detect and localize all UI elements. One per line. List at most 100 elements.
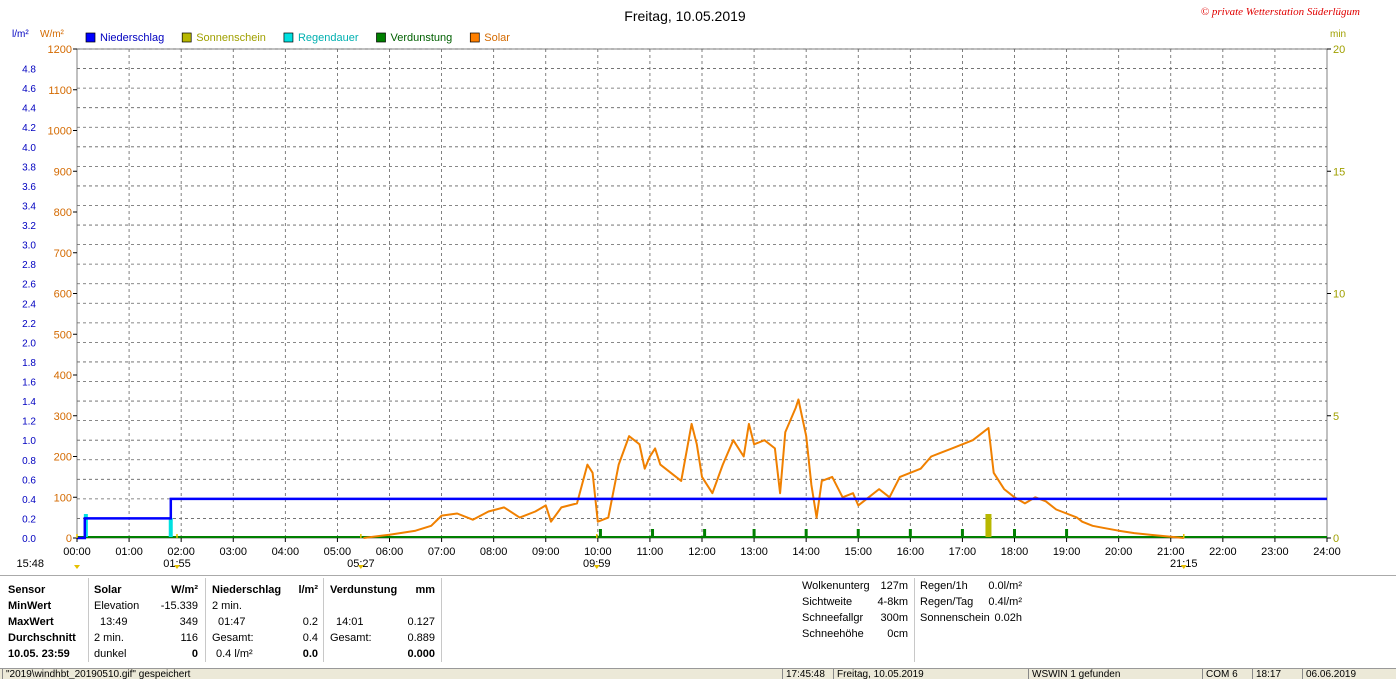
status-device: WSWIN 1 gefunden: [1028, 669, 1202, 679]
solar-row-label: Elevation: [94, 600, 140, 612]
y-solar-tick-label: 300: [54, 411, 72, 423]
evaporation-bar: [703, 529, 707, 537]
unit-precip-label: l/m²: [12, 29, 29, 40]
status-file: "2019\windhbt_20190510.gif" gespeichert: [2, 669, 766, 679]
legend-swatch: [376, 32, 386, 43]
solar-row-value: 0: [191, 648, 198, 660]
evaporation-bar: [1065, 529, 1069, 537]
x-tick-label: 17:00: [949, 546, 977, 558]
time-marker-icon: [74, 565, 80, 569]
cloud-row-value: 127m: [880, 580, 908, 592]
time-marker-icon: [1180, 565, 1187, 569]
y-precip-tick-label: 3.8: [22, 162, 36, 173]
y-precip-tick-label: 4.0: [22, 143, 36, 154]
x-tick-label: 23:00: [1261, 546, 1289, 558]
y-precip-tick-label: 2.0: [22, 338, 36, 349]
y-precip-tick-label: 2.2: [22, 319, 36, 330]
time-marker-label: 05:27: [347, 558, 375, 570]
evap-row-value: 0.000: [407, 648, 435, 660]
x-tick-label: 13:00: [740, 546, 768, 558]
x-tick-label: 04:00: [272, 546, 300, 558]
y-solar-tick-label: 600: [54, 289, 72, 301]
cloud-row-label: Schneefallgr: [802, 612, 864, 624]
y-solar-tick-label: 400: [54, 370, 72, 382]
x-tick-label: 22:00: [1209, 546, 1237, 558]
evaporation-bar: [651, 529, 655, 537]
precip-row-label: 01:47: [218, 616, 246, 628]
solar-row-label: 13:49: [100, 616, 128, 628]
legend-swatch: [283, 32, 294, 43]
evap-row-label: Gesamt:: [330, 632, 372, 644]
y-precip-tick-label: 1.4: [22, 397, 36, 408]
rain-row-value: 0.0l/m²: [988, 580, 1022, 592]
status-today: 06.06.2019: [1302, 669, 1396, 679]
y-solar-tick-label: 1200: [48, 44, 72, 56]
evaporation-bar: [908, 529, 912, 537]
y-precip-tick-label: 3.0: [22, 241, 36, 252]
x-tick-label: 00:00: [63, 546, 91, 558]
cloud-row-label: Wolkenunterg: [802, 580, 870, 592]
evaporation-bar: [856, 529, 860, 537]
x-tick-label: 24:00: [1313, 546, 1341, 558]
y-solar-tick-label: 1000: [48, 126, 72, 138]
info-row-label: MinWert: [8, 600, 52, 612]
precip-row-label: Gesamt:: [212, 632, 254, 644]
y-precip-tick-label: 4.4: [22, 104, 36, 115]
info-cloud-column: Wolkenunterg 127m Sichtweite 4-8km Schneef…: [802, 578, 908, 642]
time-marker-label: 09:59: [583, 558, 611, 570]
divider: [441, 578, 442, 662]
rain-row-label: Sonnenschein: [920, 612, 990, 624]
y-solar-tick-label: 700: [54, 248, 72, 260]
legend-swatch: [469, 32, 480, 43]
x-tick-label: 14:00: [792, 546, 820, 558]
y-solar-tick-label: 800: [54, 207, 72, 219]
y-solar-tick-label: 900: [54, 166, 72, 178]
x-tick-label: 03:00: [219, 546, 247, 558]
weather-chart: Freitag, 10.05.2019 © private Wetterstat…: [12, 6, 1360, 570]
y-precip-tick-label: 1.2: [22, 417, 36, 428]
x-tick-label: 06:00: [376, 546, 404, 558]
time-marker-label: 21:15: [1170, 558, 1198, 570]
legend-label: Verdunstung: [391, 32, 453, 44]
status-clock: 18:17: [1252, 669, 1304, 679]
x-tick-label: 21:00: [1157, 546, 1185, 558]
cloud-row-value: 0cm: [887, 628, 908, 640]
y-precip-tick-label: 3.4: [22, 201, 36, 212]
x-tick-label: 01:00: [115, 546, 143, 558]
y-precip-tick-label: 2.8: [22, 260, 36, 271]
time-marker-icon: [357, 565, 364, 569]
grid: [76, 48, 1328, 539]
unit-solar-label: W/m²: [40, 29, 65, 40]
x-tick-label: 11:00: [637, 546, 664, 558]
y-solar-tick-label: 1100: [48, 85, 72, 97]
evaporation-bar: [1013, 529, 1016, 537]
y-solar-tick-label: 200: [54, 452, 72, 464]
y-precip-tick-label: 2.4: [22, 299, 36, 310]
x-tick-label: 19:00: [1053, 546, 1081, 558]
x-tick-label: 12:00: [688, 546, 716, 558]
y-precip-tick-label: 2.6: [22, 280, 36, 291]
legend-label: Sonnenschein: [196, 32, 266, 44]
info-rain-column: Regen/1h 0.0l/m² Regen/Tag 0.4l/m² Sonnens…: [920, 578, 1022, 626]
y-minutes-tick-label: 10: [1333, 289, 1345, 301]
cloud-row-label: Sichtweite: [802, 596, 853, 608]
legend: Niederschlag Sonnenschein Regendauer Verdun…: [85, 32, 510, 44]
y-precip-tick-label: 4.6: [22, 84, 36, 95]
solar-row-value: -15.339: [160, 600, 198, 612]
cloud-row-value: 300m: [880, 612, 908, 624]
solar-row-label: dunkel: [94, 648, 127, 660]
y-precip-tick-label: 0.2: [22, 514, 36, 525]
y-precip-tick-label: 0.4: [22, 495, 36, 506]
info-row-label: Durchschnitt: [8, 632, 76, 644]
legend-swatch: [85, 32, 96, 43]
time-marker-icon: [174, 565, 180, 569]
rain-row-label: Regen/Tag: [920, 596, 974, 608]
legend-label: Regendauer: [298, 32, 359, 44]
precip-row-value: 0.0: [302, 648, 318, 660]
x-tick-label: 16:00: [897, 546, 925, 558]
solar-header: Solar: [94, 584, 122, 596]
cloud-row-value: 4-8km: [877, 596, 908, 608]
y-solar-tick-label: 0: [66, 533, 72, 545]
unit-minutes-label: min: [1330, 29, 1346, 40]
y-precip-tick-label: 0.6: [22, 475, 36, 486]
